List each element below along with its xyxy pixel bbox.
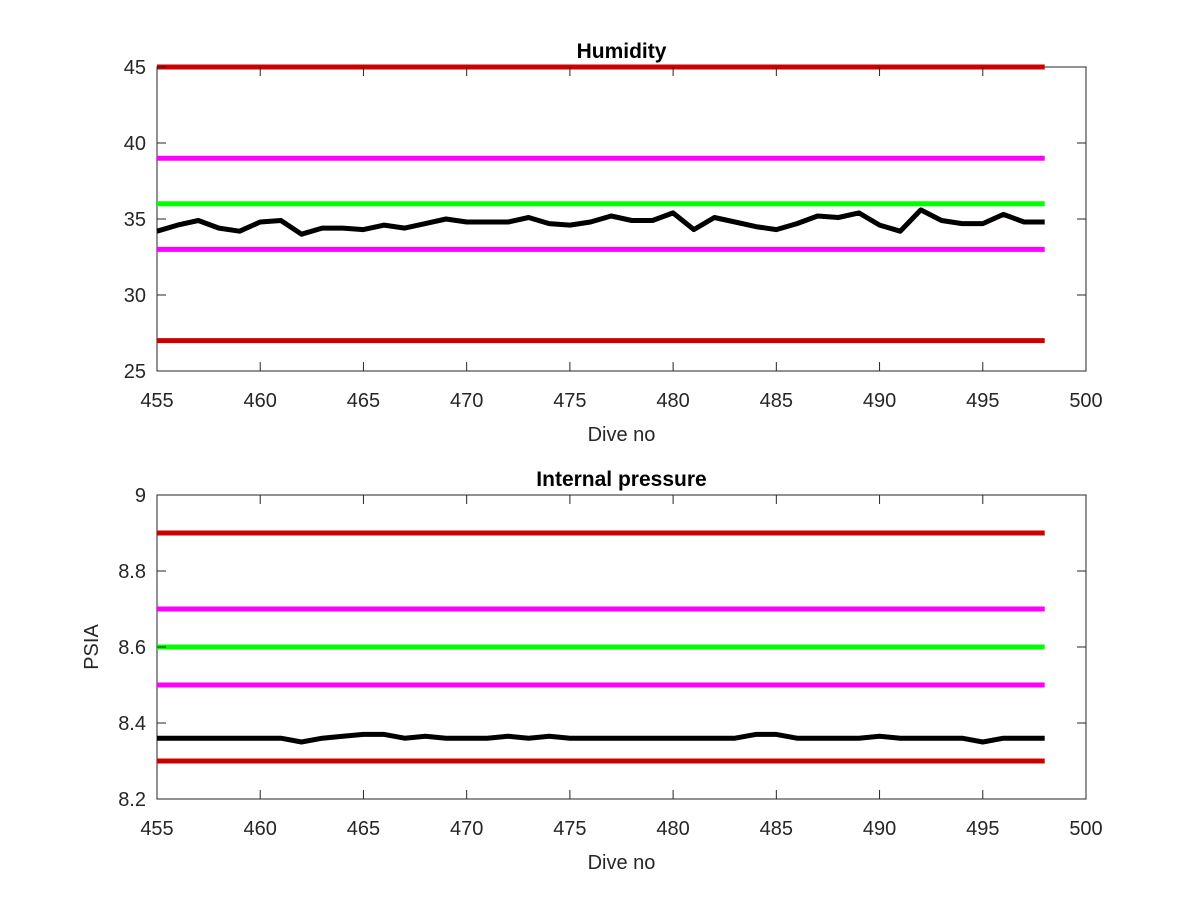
y-tick-label: 8.8: [118, 561, 146, 583]
y-tick-label: 40: [124, 133, 146, 155]
x-tick-label: 460: [244, 390, 277, 412]
x-tick-label: 500: [1069, 390, 1102, 412]
y-axis-label: PSIA: [81, 624, 103, 670]
subplot-1: 455 460 465 470 475 480 485 490 495 500 25 30 35 40 45…: [124, 40, 1103, 446]
x-tick-label: 490: [863, 818, 896, 840]
chart-title: Humidity: [577, 40, 667, 63]
x-tick-label: 475: [553, 390, 586, 412]
series-line-6: [156, 207, 1045, 237]
x-tick-label: 490: [863, 390, 896, 412]
y-tick-label: 8.2: [118, 789, 146, 811]
x-tick-label: 465: [347, 390, 380, 412]
x-tick-label: 480: [656, 818, 689, 840]
subplot-2: 455 460 465 470 475 480 485 490 495 500 8.2 8.4 8.6 8…: [81, 468, 1103, 874]
chart-title: Internal pressure: [536, 468, 706, 491]
x-tick-label: 465: [347, 818, 380, 840]
x-tick-label: 475: [553, 818, 586, 840]
y-tick-label: 9: [135, 485, 146, 507]
series-line-6: [157, 731, 1045, 745]
x-tick-label: 460: [244, 818, 277, 840]
x-axis-label: Dive no: [588, 852, 656, 874]
x-tick-label: 455: [140, 818, 173, 840]
x-tick-label: 485: [760, 390, 793, 412]
y-tick-label: 35: [124, 209, 146, 231]
x-tick-label: 470: [450, 390, 483, 412]
x-tick-label: 480: [656, 390, 689, 412]
x-axis-label: Dive no: [588, 424, 656, 446]
x-tick-label: 455: [140, 390, 173, 412]
x-tick-label: 470: [450, 818, 483, 840]
y-tick-label: 8.4: [118, 713, 146, 735]
x-tick-label: 495: [966, 390, 999, 412]
y-tick-label: 25: [124, 361, 146, 383]
x-tick-label: 495: [966, 818, 999, 840]
x-tick-label: 500: [1069, 818, 1102, 840]
y-tick-label: 8.6: [118, 637, 146, 659]
x-tick-label: 485: [760, 818, 793, 840]
y-tick-label: 45: [124, 57, 146, 79]
y-tick-label: 30: [124, 285, 146, 307]
